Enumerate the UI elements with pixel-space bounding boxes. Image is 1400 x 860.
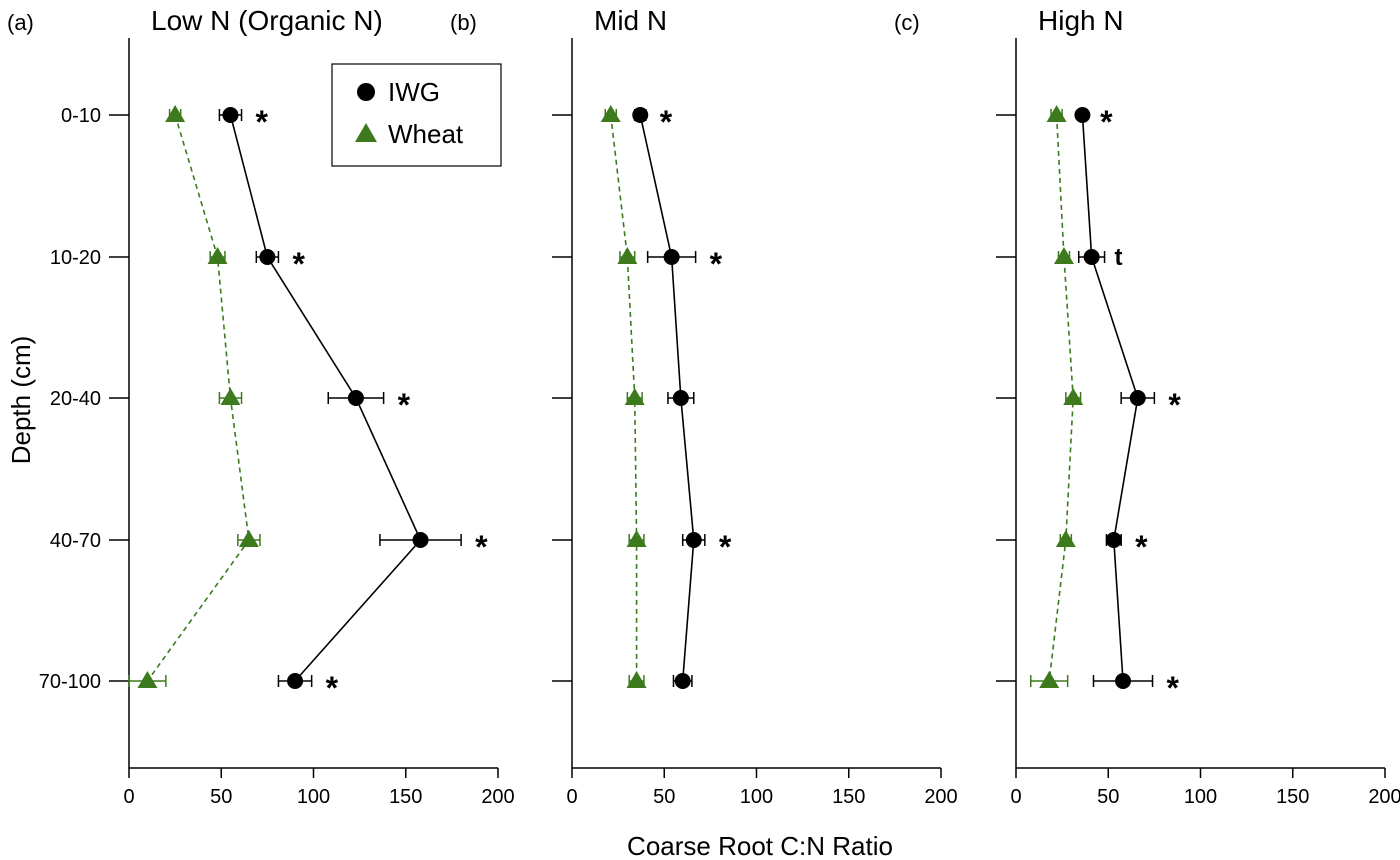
data-point-wheat	[207, 247, 228, 264]
data-point-iwg	[1083, 249, 1100, 265]
data-point-iwg	[222, 107, 239, 123]
data-point-iwg	[259, 249, 276, 265]
x-tick-label: 200	[1368, 786, 1400, 808]
panel-letter: (a)	[7, 10, 34, 35]
x-tick-label: 100	[297, 786, 330, 808]
legend-box	[331, 63, 502, 167]
x-tick-label: 100	[1184, 786, 1217, 808]
data-point-iwg	[685, 532, 702, 548]
x-tick-label: 50	[210, 786, 232, 808]
significance-marker: *	[719, 529, 732, 565]
panel-a: 0-10 10-20 20-40 40-70 70-100 0 50 100 150 200 (a)…	[7, 5, 515, 808]
y-tick-label: 10-20	[50, 247, 101, 269]
legend-marker-wheat	[355, 123, 377, 142]
data-point-iwg	[1129, 390, 1146, 406]
panel-c: 0 50 100 150 200 (c) High N * t * * *	[894, 5, 1400, 808]
x-axis-title: Coarse Root C:N Ratio	[627, 831, 893, 860]
legend: IWG Wheat	[331, 63, 502, 167]
data-point-iwg	[632, 107, 649, 123]
x-tick-label: 150	[1276, 786, 1309, 808]
significance-marker: *	[1135, 529, 1148, 565]
series-line-iwg	[229, 114, 422, 682]
panel-title: Mid N	[594, 5, 667, 36]
x-tick-label: 150	[832, 786, 865, 808]
panel-letter: (b)	[450, 10, 477, 35]
data-point-iwg	[1105, 532, 1122, 548]
data-point-iwg	[663, 249, 680, 265]
data-point-wheat	[1046, 105, 1067, 122]
data-point-iwg	[347, 390, 364, 406]
x-tick-label: 150	[389, 786, 422, 808]
data-point-iwg	[287, 673, 304, 689]
data-point-wheat	[165, 105, 186, 122]
y-tick-label: 20-40	[50, 388, 101, 410]
significance-marker: *	[710, 246, 723, 282]
significance-marker: *	[1168, 387, 1181, 423]
data-point-wheat	[1055, 530, 1076, 547]
data-point-wheat	[626, 530, 647, 547]
data-point-wheat	[1053, 247, 1074, 264]
x-tick-label: 50	[1097, 786, 1119, 808]
data-point-wheat	[220, 388, 241, 405]
significance-marker: *	[1100, 104, 1113, 140]
data-point-iwg	[674, 673, 691, 689]
y-tick-label: 40-70	[50, 530, 101, 552]
legend-label: Wheat	[388, 119, 464, 149]
data-point-wheat	[137, 671, 158, 688]
y-axis-title: Depth (cm)	[6, 336, 36, 465]
x-tick-label: 50	[653, 786, 675, 808]
x-tick-label: 200	[924, 786, 957, 808]
significance-marker: *	[256, 104, 269, 140]
significance-marker: *	[660, 104, 673, 140]
significance-marker: *	[292, 246, 305, 282]
data-point-wheat	[600, 105, 621, 122]
y-tick-label: 70-100	[39, 671, 101, 693]
significance-marker: t	[1115, 244, 1123, 271]
data-point-iwg	[1074, 107, 1091, 123]
data-point-wheat	[624, 388, 645, 405]
data-point-iwg	[412, 532, 429, 548]
legend-marker-iwg	[357, 83, 375, 101]
data-point-wheat	[1063, 388, 1084, 405]
y-tick-label: 0-10	[61, 105, 101, 127]
panel-title: Low N (Organic N)	[151, 5, 383, 36]
data-point-wheat	[1039, 671, 1060, 688]
significance-marker: *	[1167, 670, 1180, 706]
significance-marker: *	[475, 529, 488, 565]
data-point-wheat	[626, 671, 647, 688]
panel-letter: (c)	[894, 10, 920, 35]
data-point-iwg	[1115, 673, 1132, 689]
plot-area: 0-10 10-20 20-40 40-70 70-100 0 50 100 150 200 (a)…	[7, 5, 1400, 808]
panel-title: High N	[1038, 5, 1124, 36]
significance-marker: *	[398, 387, 411, 423]
x-tick-label: 100	[740, 786, 773, 808]
legend-label: IWG	[388, 77, 440, 107]
significance-marker: *	[326, 670, 339, 706]
x-tick-label: 0	[1010, 786, 1021, 808]
x-tick-label: 200	[481, 786, 514, 808]
data-point-iwg	[672, 390, 689, 406]
x-tick-label: 0	[123, 786, 134, 808]
x-tick-label: 0	[566, 786, 577, 808]
data-point-wheat	[238, 530, 259, 547]
data-point-wheat	[617, 247, 638, 264]
panel-b: 0 50 100 150 200 (b) Mid N * * *	[450, 5, 958, 808]
